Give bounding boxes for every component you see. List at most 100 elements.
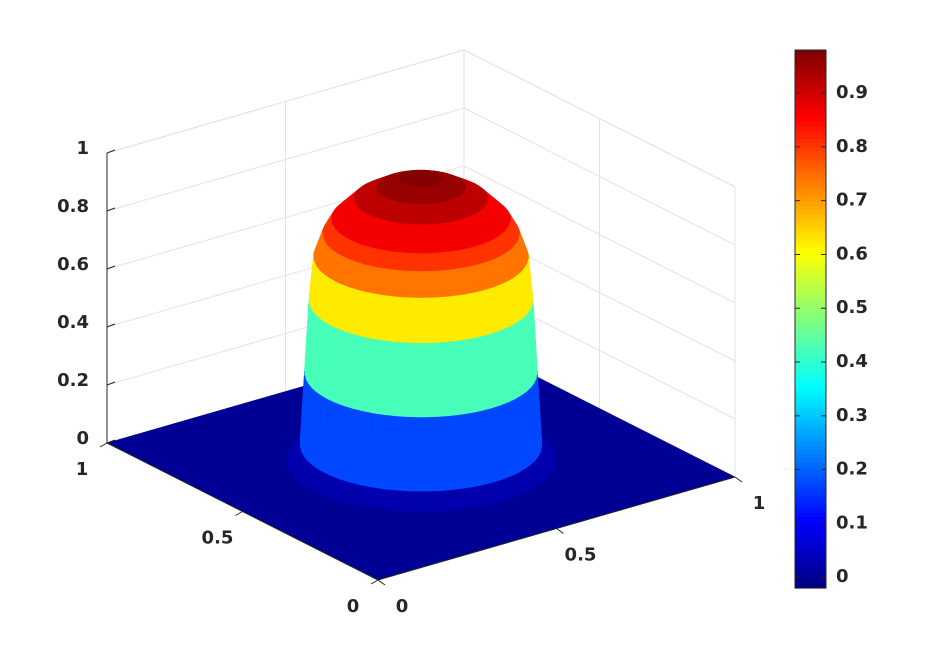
colorbar-segment [795,255,826,261]
colorbar-segment [795,361,826,366]
colorbar-segment [795,167,826,173]
surface-patch [415,491,430,512]
colorbar-segment [795,268,826,274]
x-tick-label: 1 [753,493,766,514]
colorbar-segment [795,445,826,450]
surface-patch [397,252,410,272]
colorbar-segment [795,306,826,312]
colorbar-segment [795,125,826,131]
y-tick [235,511,243,516]
x-tick-label: 0.5 [565,545,597,566]
colorbar-segment [795,407,826,413]
colorbar-segment [795,403,826,408]
colorbar-segment [795,142,826,148]
z-tick-label: 0.8 [57,196,89,217]
surface-patch [416,253,428,272]
colorbar-segment [795,92,826,97]
colorbar-segment [795,487,826,492]
colorbar-segment [795,386,826,392]
colorbar-segment [795,150,826,156]
colorbar-segment [795,495,826,501]
box-edge [463,49,736,188]
colorbar-segment [795,113,826,118]
colorbar-segment [795,289,826,295]
colorbar-segment [795,272,826,278]
colorbar-segment [795,260,826,265]
surface-patch [404,342,418,418]
colorbar-segment [795,129,826,135]
x-tick-label: 0 [396,596,409,617]
colorbar-tick-label: 0 [836,566,849,587]
surface-patch [406,270,418,299]
colorbar-segment [795,281,826,286]
surface-patch [382,340,396,417]
colorbar-segment [795,104,826,110]
colorbar-segment [795,96,826,102]
x-tick [377,579,386,586]
surface-patch [416,342,429,418]
surface-patch [438,341,451,418]
colorbar-segment [795,558,826,564]
colorbar-segment [795,335,826,341]
surface-patch [373,293,387,342]
z-tick [106,149,116,154]
colorbar-segment [795,449,826,455]
surface-patch [427,297,439,344]
colorbar-segment [795,159,826,165]
surface-patch [417,224,427,254]
colorbar-tick-label: 0.7 [836,190,868,211]
colorbar-segment [795,428,826,434]
colorbar-segment [795,436,826,442]
colorbar-segment [795,197,826,202]
colorbar-segment [795,213,826,219]
surface-patch [405,297,418,344]
colorbar-segment [795,508,826,513]
colorbar-segment [795,575,826,581]
colorbar-segment [795,218,826,223]
colorbar-segment [795,394,826,400]
colorbar-segment [795,491,826,497]
colorbar-segment [795,171,826,177]
surface-patch [393,341,407,418]
surface-patch [418,204,426,225]
colorbar-tick-label: 0.8 [836,136,868,157]
colorbar-segment [795,373,826,379]
colorbar-tick-label: 0.5 [836,297,868,318]
colorbar-segment [795,478,826,484]
colorbar-segment [795,470,826,476]
z-tick [106,439,116,444]
z-tick [106,381,116,386]
colorbar-segment [795,390,826,396]
colorbar-segment [795,192,826,198]
colorbar-segment [795,71,826,76]
colorbar-segment [795,302,826,307]
z-tick-label: 0.4 [57,312,89,333]
colorbar-tick-label: 0.2 [836,459,868,480]
surface-patch [449,340,462,417]
colorbar-segment [795,579,826,585]
box-edge [106,49,465,154]
colorbar-segment [795,327,826,333]
colorbar-tick-label: 0.3 [836,405,868,426]
surface-patch [407,252,418,272]
surface-patch [426,270,439,299]
colorbar-segment [795,234,826,240]
surface-patch [372,339,385,416]
surface-patch [416,417,429,493]
z-tick-label: 1 [76,138,89,159]
surface-patch [447,295,461,343]
colorbar-segment [795,184,826,190]
colorbar-segment [795,205,826,211]
colorbar-segment [795,75,826,81]
colorbar-segment [795,398,826,404]
colorbar-segment [795,50,826,55]
colorbar-segment [795,108,826,114]
surface-patch [384,295,397,343]
surface-patch [439,415,453,492]
colorbar-segment [795,117,826,123]
colorbar-segment [795,356,826,362]
surface-patch [416,271,428,299]
colorbar-segment [795,239,826,244]
y-tick-label: 1 [76,459,89,480]
surface-patch [394,296,407,344]
